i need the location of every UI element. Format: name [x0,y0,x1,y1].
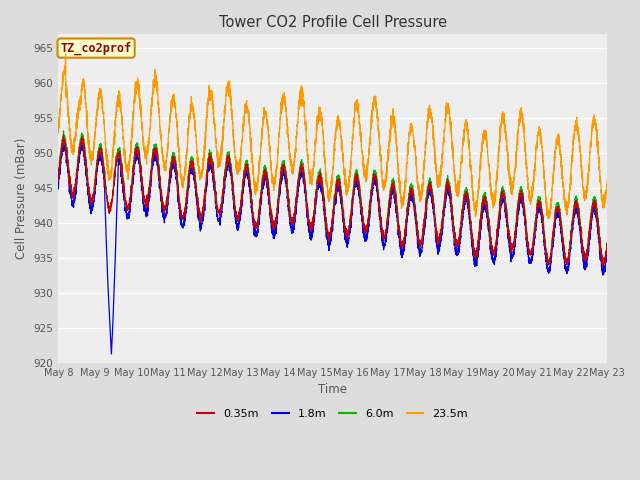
Y-axis label: Cell Pressure (mBar): Cell Pressure (mBar) [15,138,28,259]
Title: Tower CO2 Profile Cell Pressure: Tower CO2 Profile Cell Pressure [219,15,447,30]
Text: TZ_co2prof: TZ_co2prof [61,41,132,55]
Legend: 0.35m, 1.8m, 6.0m, 23.5m: 0.35m, 1.8m, 6.0m, 23.5m [193,405,472,423]
X-axis label: Time: Time [318,384,348,396]
